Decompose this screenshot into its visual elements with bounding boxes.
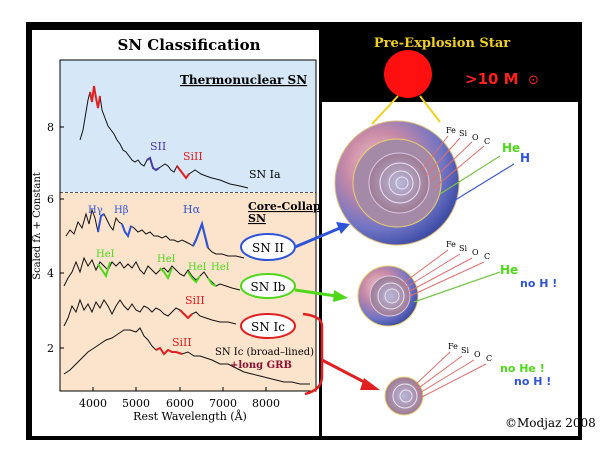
right-header [322,30,578,102]
x-tick-label: 8000 [252,397,280,410]
y-tick-label: 6 [47,193,54,206]
core-collapse-label-sn: SN [248,212,266,225]
feature-halpha [192,220,210,249]
spectrum-sn-ic [63,298,237,327]
label-long-grb: +long GRB [230,360,292,371]
feature-he1-d [207,277,217,287]
feature-hgamma [97,213,105,233]
arrow-sn-ii-head [336,222,350,234]
label-sn-ii: SN II [252,241,284,255]
shell-c: C [484,137,490,146]
x-tick-label: 5000 [122,397,150,410]
credit: ©Modjaz 2008 [505,416,596,430]
y-ticks: 2 4 6 8 [47,121,64,355]
arrow-sn-ib-line [294,288,337,298]
spectrum-sn-ib [63,256,241,291]
label-noh-ib: no H ! [520,277,557,290]
label-hgamma: Hγ [88,205,103,216]
label-he1-a: HeI [96,249,115,260]
feature-he1-c [187,271,201,284]
feature-ia-red [89,85,101,109]
arrow-sn-ic-line [321,358,369,386]
label-he-ib: He [500,263,518,277]
feature-ia-s2 [146,156,160,172]
label-sn-ib: SN Ib [251,280,286,294]
label-si2-bl: SiII [172,336,192,349]
shell-c-ib: C [484,252,490,261]
right-title: Pre-Explosion Star [374,36,510,51]
label-nohe-ic: no He ! [500,362,545,375]
label-noh-ic: no H ! [514,375,551,388]
label-halpha: Hα [183,203,201,216]
star-sn-ib [357,249,501,327]
arrow-sn-ii-line [294,226,341,249]
ellipse-sn-ib [240,273,296,299]
star-sn-ii [334,120,515,246]
feature-ia-si2 [176,165,190,180]
x-tick-label: 7000 [209,397,237,410]
ellipse-sn-ic [240,313,296,339]
feature-he1-b [159,267,173,281]
shell-fe-ib: Fe [446,240,456,249]
y-axis-label: Scaled fλ + Constant [32,172,43,280]
x-tick-label: 6000 [166,397,194,410]
label-si2-ia: SiII [183,150,203,163]
arrow-sn-ib-head [333,290,348,302]
shell-fe: Fe [446,126,456,135]
feature-he1-a [97,261,111,279]
label-sn-ic-bl: SN Ic (broad–lined) [215,347,314,358]
label-sn-ic: SN Ic [251,320,285,334]
label-he1-c: HeI [188,262,207,273]
label-s2: SII [150,140,166,153]
label-he-ii: He [502,141,520,155]
left-title: SN Classification [117,36,260,54]
mass-label: >10 M [465,70,519,88]
y-tick-label: 2 [47,342,54,355]
plot-frame [59,59,317,392]
label-h-ii: H [520,151,530,165]
thermonuclear-region [60,60,316,192]
solar-mass-symbol: ⊙ [528,73,539,88]
x-tick-label: 4000 [79,397,107,410]
label-sn-ia: SN Ia [249,168,281,181]
core-collapse-label: Core-Collapse [248,200,334,213]
shell-si-ic: Si [461,346,469,355]
y-tick-label: 4 [47,267,54,280]
y-tick-label: 8 [47,121,54,134]
shell-o-ib: O [472,248,479,257]
connector-right [419,95,441,123]
feature-si2-ic [179,309,193,320]
shell-si-ib: Si [459,244,467,253]
pre-explosion-star [384,50,432,98]
thermonuclear-label: Thermonuclear SN [180,73,307,87]
connector-left [371,95,399,125]
x-ticks: 4000 5000 6000 7000 8000 [79,387,280,410]
arrow-sn-ic-head [360,378,380,390]
label-he1-b: HeI [157,254,176,265]
label-hbeta: Hβ [114,205,129,216]
feature-hbeta [121,223,132,239]
shell-si: Si [459,129,467,138]
shell-fe-ic: Fe [448,342,458,351]
shell-c-ic: C [486,354,492,363]
x-axis-label: Rest Wavelength (Å) [133,409,247,423]
label-he1-d: HeI [211,262,230,273]
feature-si2-bl [155,346,183,356]
bracket-ic [302,312,324,396]
label-si2-ic: SiII [185,294,205,307]
shell-o-ic: O [474,350,481,359]
star-sn-ic [384,351,487,416]
shell-o: O [472,133,479,142]
